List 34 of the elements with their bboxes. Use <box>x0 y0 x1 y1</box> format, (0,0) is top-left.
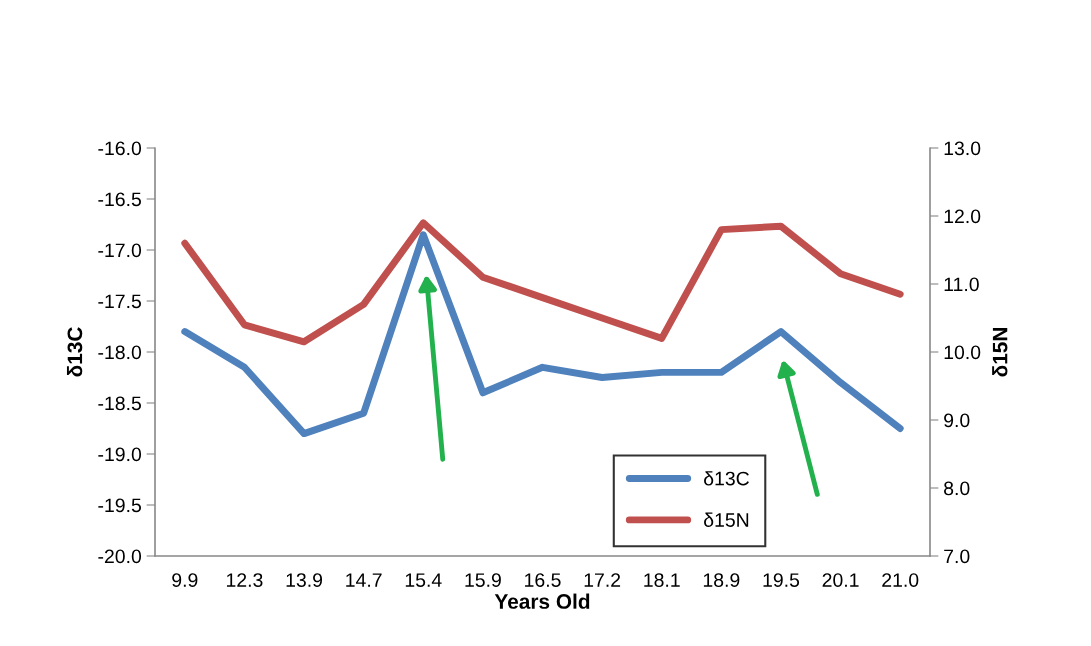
x-tick-label: 20.1 <box>822 573 859 587</box>
y2-tick-label: 7.0 <box>944 549 970 564</box>
y-tick-label: -19.0 <box>98 447 142 462</box>
y-tick-label: -16.0 <box>98 141 142 156</box>
y2-tick-label: 12.0 <box>944 209 981 224</box>
y-tick-label: -18.0 <box>98 345 142 360</box>
y-tick-label: -18.5 <box>98 396 141 411</box>
y-tick-label: -20.0 <box>98 549 142 564</box>
x-tick-label: 15.9 <box>465 573 501 587</box>
y2-tick-label: 11.0 <box>944 277 979 292</box>
x-tick-label: 12.3 <box>226 573 263 587</box>
legend-label: δ13C <box>704 471 749 486</box>
y2-axis-title: δ15N <box>992 327 1008 377</box>
y-tick-label: -19.5 <box>98 498 141 513</box>
x-tick-label: 16.5 <box>525 573 561 587</box>
x-tick-label: 18.9 <box>703 573 740 587</box>
y-tick-label: -17.0 <box>98 243 142 258</box>
x-tick-label: 15.4 <box>405 573 442 587</box>
legend-label: δ15N <box>704 512 749 527</box>
x-tick-label: 18.1 <box>644 573 680 587</box>
y2-tick-label: 10.0 <box>944 345 981 360</box>
y2-tick-label: 8.0 <box>944 481 970 496</box>
x-axis-title: Years Old <box>494 593 590 609</box>
x-tick-label: 17.2 <box>584 573 621 587</box>
y-tick-label: -17.5 <box>98 294 141 309</box>
y-axis-title: δ13C <box>66 327 83 377</box>
y2-tick-label: 9.0 <box>944 413 970 428</box>
x-tick-label: 14.7 <box>346 573 382 587</box>
x-tick-label: 21.0 <box>882 573 919 587</box>
y-tick-label: -16.5 <box>98 192 141 207</box>
y2-tick-label: 13.0 <box>944 141 981 156</box>
x-tick-label: 13.9 <box>286 573 323 587</box>
x-tick-label: 9.9 <box>172 573 198 587</box>
x-tick-label: 19.5 <box>763 573 800 587</box>
